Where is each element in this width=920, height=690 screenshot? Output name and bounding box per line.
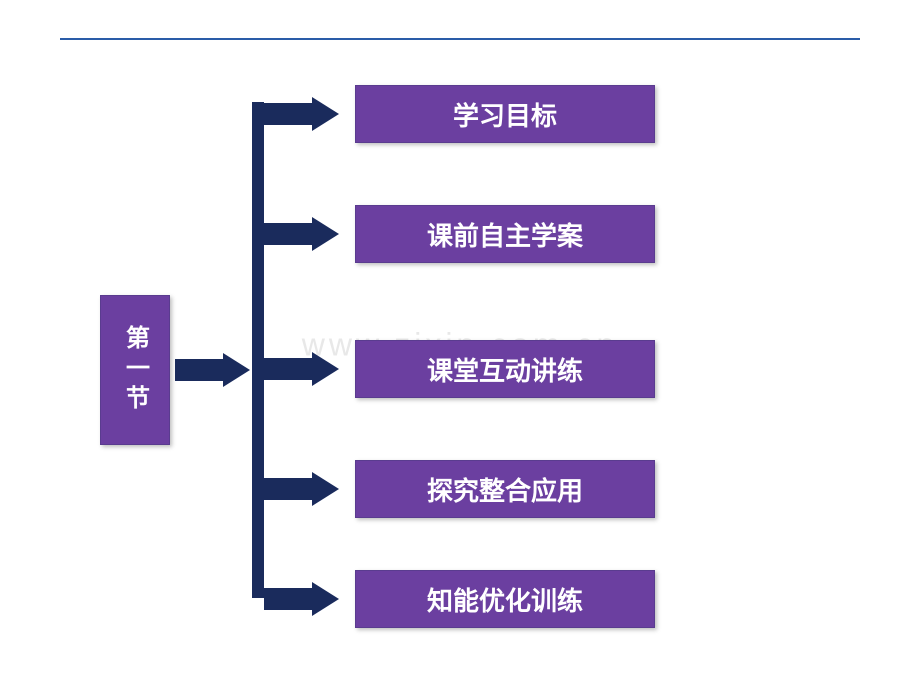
item-node-2: 课堂互动讲练 — [355, 340, 655, 398]
vertical-connector — [252, 102, 264, 598]
item-label: 学习目标 — [453, 96, 557, 133]
branch-arrow-2 — [264, 352, 339, 386]
top-divider — [60, 38, 860, 40]
arrow-shaft — [264, 358, 312, 380]
root-label: 第一节 — [118, 325, 153, 415]
arrow-head-icon — [312, 97, 339, 131]
item-label: 知能优化训练 — [427, 581, 583, 618]
item-node-1: 课前自主学案 — [355, 205, 655, 263]
item-label: 课前自主学案 — [427, 216, 583, 253]
arrow-shaft — [175, 359, 223, 381]
branch-arrow-4 — [264, 582, 339, 616]
branch-arrow-1 — [264, 217, 339, 251]
arrow-shaft — [264, 478, 312, 500]
root-arrow — [175, 353, 250, 387]
arrow-head-icon — [312, 352, 339, 386]
item-label: 课堂互动讲练 — [427, 351, 583, 388]
arrow-head-icon — [312, 217, 339, 251]
item-node-4: 知能优化训练 — [355, 570, 655, 628]
root-node: 第一节 — [100, 295, 170, 445]
branch-arrow-0 — [264, 97, 339, 131]
arrow-shaft — [264, 103, 312, 125]
arrow-head-icon — [312, 582, 339, 616]
arrow-shaft — [264, 223, 312, 245]
item-node-0: 学习目标 — [355, 85, 655, 143]
arrow-shaft — [264, 588, 312, 610]
item-node-3: 探究整合应用 — [355, 460, 655, 518]
diagram-container: 第一节 学习目标 课前自主学案 课堂互动讲练 探究整合应用 知能优化训练 — [100, 85, 820, 645]
arrow-head-icon — [223, 353, 250, 387]
item-label: 探究整合应用 — [427, 471, 583, 508]
arrow-head-icon — [312, 472, 339, 506]
branch-arrow-3 — [264, 472, 339, 506]
